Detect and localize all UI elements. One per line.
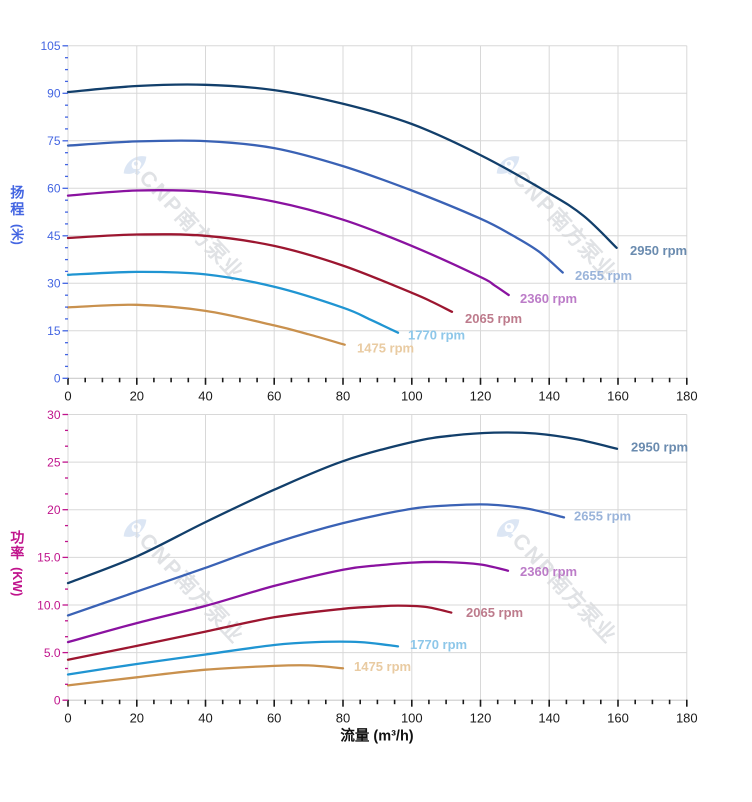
svg-text:2360 rpm: 2360 rpm	[520, 564, 577, 579]
svg-text:2950 rpm: 2950 rpm	[630, 243, 687, 258]
svg-text:1475 rpm: 1475 rpm	[357, 341, 414, 356]
svg-text:30: 30	[47, 277, 61, 291]
svg-text:0: 0	[64, 711, 71, 726]
svg-text:15.0: 15.0	[37, 551, 61, 565]
svg-text:120: 120	[470, 389, 492, 404]
svg-text:1475 rpm: 1475 rpm	[354, 659, 411, 674]
svg-text:180: 180	[676, 711, 698, 726]
svg-text:2655 rpm: 2655 rpm	[575, 268, 632, 283]
svg-text:60: 60	[267, 389, 281, 404]
svg-text:2065 rpm: 2065 rpm	[465, 311, 522, 326]
svg-text:100: 100	[401, 389, 423, 404]
svg-text:程: 程	[10, 201, 24, 217]
svg-text:2655 rpm: 2655 rpm	[574, 509, 631, 524]
svg-text:2360 rpm: 2360 rpm	[520, 291, 577, 306]
svg-text:20: 20	[130, 389, 144, 404]
svg-text:2950 rpm: 2950 rpm	[631, 440, 688, 455]
svg-text:率: 率	[10, 545, 24, 561]
svg-text:扬: 扬	[10, 184, 24, 200]
svg-text:60: 60	[267, 711, 281, 726]
svg-text:45: 45	[47, 229, 61, 243]
svg-text:20: 20	[47, 503, 61, 517]
svg-text:120: 120	[470, 711, 492, 726]
svg-text:25: 25	[47, 455, 61, 469]
svg-text:80: 80	[336, 711, 350, 726]
svg-text:140: 140	[538, 711, 560, 726]
svg-text:15: 15	[47, 324, 61, 338]
svg-text:2065 rpm: 2065 rpm	[466, 605, 523, 620]
svg-text:180: 180	[676, 389, 698, 404]
svg-text:160: 160	[607, 389, 629, 404]
svg-text:80: 80	[336, 389, 350, 404]
svg-text:1770 rpm: 1770 rpm	[410, 637, 467, 652]
svg-text:(KW): (KW)	[10, 567, 24, 596]
svg-text:75: 75	[47, 134, 61, 148]
svg-text:105: 105	[40, 39, 60, 53]
svg-text:10.0: 10.0	[37, 598, 61, 612]
svg-text:40: 40	[198, 711, 212, 726]
svg-text:(米): (米)	[10, 224, 25, 245]
svg-text:流量 (m³/h): 流量 (m³/h)	[340, 727, 413, 745]
svg-text:60: 60	[47, 182, 61, 196]
svg-text:160: 160	[607, 711, 629, 726]
svg-text:40: 40	[198, 389, 212, 404]
svg-text:0: 0	[64, 389, 71, 404]
svg-text:0: 0	[54, 694, 61, 708]
svg-text:5.0: 5.0	[44, 646, 61, 660]
svg-text:30: 30	[47, 408, 61, 422]
svg-text:20: 20	[130, 711, 144, 726]
svg-text:90: 90	[47, 87, 61, 101]
svg-text:1770 rpm: 1770 rpm	[408, 328, 465, 343]
svg-text:140: 140	[538, 389, 560, 404]
svg-text:功: 功	[10, 530, 24, 546]
svg-text:0: 0	[54, 372, 61, 386]
svg-text:100: 100	[401, 711, 423, 726]
